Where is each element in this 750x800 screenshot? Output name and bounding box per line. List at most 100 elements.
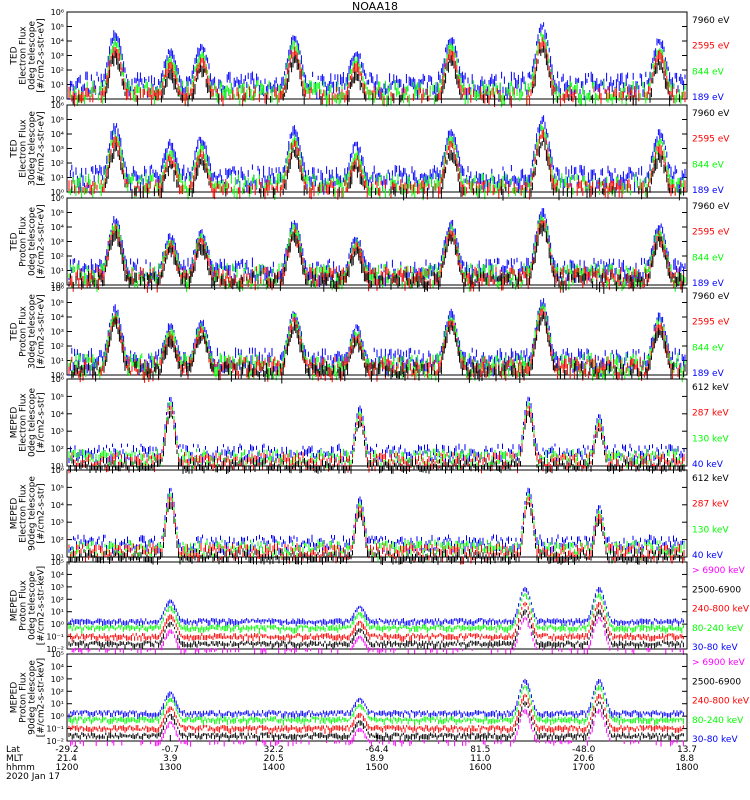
y-tick-label: 10² [51,687,64,696]
y-axis-label: TED [10,139,20,158]
legend-entry: 287 keV [692,409,729,419]
y-axis-label: [#/cm2-s-str-eV] [37,204,47,279]
chart-title: NOAA18 [351,0,399,13]
legend-entry: 80-240 keV [692,624,744,634]
legend-entry: 2595 eV [692,135,730,145]
y-tick-label: 10⁻¹ [46,725,64,734]
y-axis-label: 30deg telescope [28,294,38,369]
y-axis-label: Proton Flux [19,216,29,267]
y-tick-label: 10¹ [51,608,64,617]
legend-entry: 130 keV [692,525,729,535]
y-tick-label: 10³ [51,328,64,337]
y-tick-label: 10⁻¹ [46,633,64,642]
y-tick-label: 10⁴ [51,130,64,139]
y-tick-label: 10² [51,66,64,75]
y-tick-label: 10⁵ [51,558,64,567]
y-tick-label: 10² [51,159,64,168]
time-label: 1800 [676,763,699,773]
y-axis-label: 0deg telescope [28,571,38,641]
legend-entry: 240-800 keV [692,605,750,615]
legend-entry: 30-80 keV [692,735,738,745]
legend-entry: 189 eV [692,369,725,379]
y-tick-label: 10³ [51,145,64,154]
y-tick-label: 10⁶ [51,8,64,17]
y-axis-label: 90deg telescope [28,476,38,551]
legend-entry: 80-240 keV [692,716,744,726]
y-tick-label: 10³ [51,238,64,247]
y-axis-label: Electron Flux [19,26,29,85]
legend-entry: 40 keV [692,551,724,561]
y-tick-label: 10² [51,536,64,545]
y-axis-label: [#/cm2-s-str] [37,392,47,452]
y-tick-label: 10² [51,445,64,454]
y-tick-label: 10¹ [51,81,64,90]
legend-entry: 7960 eV [692,16,730,26]
legend-entry: 240-800 keV [692,697,750,707]
y-tick-label: 10³ [51,52,64,61]
x-row-label: hhmm [6,763,35,773]
y-axis-label: 0deg telescope [28,21,38,91]
y-tick-label: 10⁶ [51,375,64,384]
series-black [68,410,685,474]
mlt-label: 8.9 [370,754,385,764]
series-red [68,693,684,735]
y-tick-label: 10⁴ [51,223,64,232]
legend-entry: 30-80 keV [692,643,738,653]
y-tick-label: 10⁰ [51,620,64,629]
mlt-label: 20.5 [264,754,284,764]
y-axis-label: [#/cm2-s-str-eV] [37,111,47,186]
mlt-label: 8.8 [680,754,695,764]
y-axis-label: TED [10,232,20,251]
lat-label: 81.5 [470,745,490,755]
y-tick-label: 10⁴ [51,662,64,671]
legend-entry: > 6900 keV [692,658,746,668]
y-tick-label: 10⁶ [51,101,64,110]
series-green [68,593,684,634]
lat-label: 13.7 [677,745,697,755]
time-label: 1300 [159,763,182,773]
y-tick-label: 10⁵ [51,483,64,492]
legend-entry: 844 eV [692,253,725,263]
y-tick-label: 10⁴ [51,501,64,510]
lat-label: -29.2 [55,745,78,755]
series-black [71,311,686,384]
legend-entry: 844 eV [692,67,725,77]
legend-entry: 7960 eV [692,292,730,302]
legend-entry: 189 eV [692,279,725,289]
time-label: 1600 [469,763,492,773]
lat-label: -64.4 [365,745,389,755]
y-tick-label: 10⁵ [51,209,64,218]
y-tick-label: 10⁰ [51,188,64,197]
panel-frame [66,561,688,650]
y-axis-label: [#/cm2-s-str-keV] [37,658,47,737]
legend-entry: 2500-6900 [692,585,741,595]
lat-label: 32.2 [264,745,284,755]
legend-entry: 7960 eV [692,109,730,119]
y-tick-label: 10¹ [51,267,64,276]
lat-label: -48.0 [572,745,596,755]
mlt-label: 21.4 [57,754,77,764]
y-tick-label: 10⁰ [51,95,64,104]
series-black [68,223,685,294]
y-axis-label: Proton Flux [19,580,29,631]
time-label: 1500 [366,763,389,773]
legend-entry: 844 eV [692,160,725,170]
mlt-label: 11.0 [470,754,490,764]
y-tick-label: 10⁴ [51,570,64,579]
y-axis-label: Electron Flux [19,119,29,178]
y-tick-label: 10¹ [51,357,64,366]
y-axis-label: 30deg telescope [28,111,38,186]
y-tick-label: 10⁻² [46,737,64,746]
legend-entry: 844 eV [692,343,725,353]
legend-entry: 612 keV [692,474,729,484]
y-tick-label: 10⁰ [51,281,64,290]
y-tick-label: 10⁶ [51,466,64,475]
y-tick-label: 10⁶ [51,284,64,293]
y-axis-label: Electron Flux [19,484,29,543]
series-magenta [71,616,684,655]
y-tick-label: 10¹ [51,700,64,709]
y-axis-label: Proton Flux [19,672,29,723]
y-axis-label: 0deg telescope [28,207,38,277]
